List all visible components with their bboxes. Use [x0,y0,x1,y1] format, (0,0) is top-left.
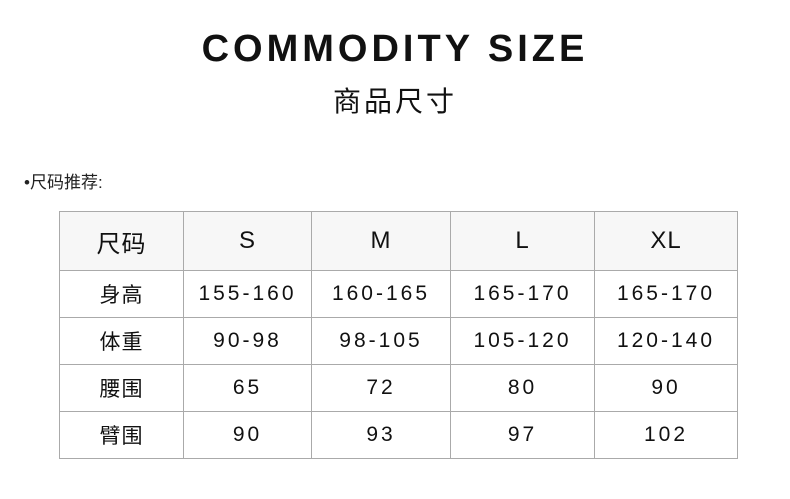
table-cell: 98-105 [311,317,451,365]
table-cell: 160-165 [311,270,451,318]
page-title: COMMODITY SIZE [201,28,589,70]
row-label: 身高 [59,270,184,318]
table-cell: 93 [311,411,451,459]
table-cell: 165-170 [450,270,595,318]
row-label: 体重 [59,317,184,365]
table-cell: 72 [311,364,451,412]
header-cell: S [183,211,312,271]
size-recommendation-label: •尺码推荐: [24,173,103,192]
table-cell: 165-170 [594,270,738,318]
table-row: 腰围 65 72 80 90 [59,364,738,412]
table-cell: 102 [594,411,738,459]
header-cell: M [311,211,451,271]
table-row: 身高 155-160 160-165 165-170 165-170 [59,270,738,318]
table-cell: 65 [183,364,312,412]
table-cell: 120-140 [594,317,738,365]
table-cell: 90-98 [183,317,312,365]
table-cell: 155-160 [183,270,312,318]
table-row: 体重 90-98 98-105 105-120 120-140 [59,317,738,365]
table-cell: 90 [183,411,312,459]
row-label: 臂围 [59,411,184,459]
table-row: 臂围 90 93 97 102 [59,411,738,459]
header-cell: L [450,211,595,271]
table-header-row: 尺码 S M L XL [59,211,738,271]
row-label: 腰围 [59,364,184,412]
table-cell: 97 [450,411,595,459]
header-cell: XL [594,211,738,271]
table-cell: 105-120 [450,317,595,365]
table-cell: 80 [450,364,595,412]
header-cell: 尺码 [59,211,184,271]
table-cell: 90 [594,364,738,412]
size-table: 尺码 S M L XL 身高 155-160 160-165 165-170 1… [59,211,738,459]
page-subtitle: 商品尺寸 [332,86,457,117]
